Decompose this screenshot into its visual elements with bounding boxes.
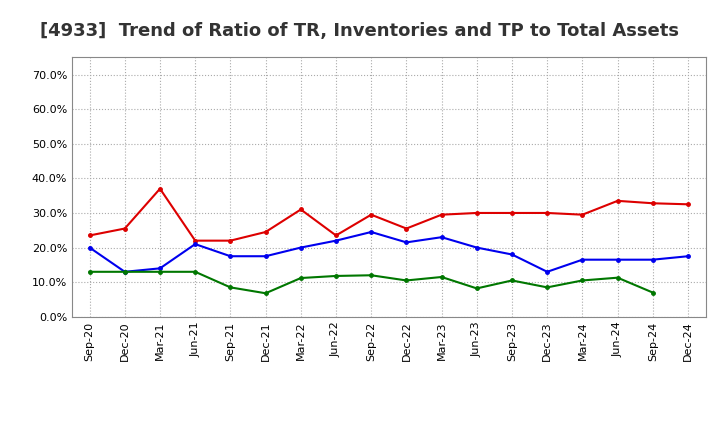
Inventories — [297, 245, 305, 250]
Trade Receivables — [578, 212, 587, 217]
Trade Receivables — [85, 233, 94, 238]
Trade Payables — [472, 286, 481, 291]
Inventories — [613, 257, 622, 262]
Inventories — [191, 242, 199, 247]
Trade Receivables — [402, 226, 410, 231]
Trade Payables — [578, 278, 587, 283]
Inventories — [437, 235, 446, 240]
Trade Payables — [402, 278, 410, 283]
Inventories — [85, 245, 94, 250]
Trade Payables — [437, 275, 446, 280]
Trade Receivables — [437, 212, 446, 217]
Trade Receivables — [191, 238, 199, 243]
Inventories — [508, 252, 516, 257]
Trade Receivables — [226, 238, 235, 243]
Trade Receivables — [332, 233, 341, 238]
Trade Payables — [332, 273, 341, 279]
Trade Receivables — [156, 186, 164, 191]
Inventories — [156, 266, 164, 271]
Trade Receivables — [508, 210, 516, 216]
Trade Payables — [543, 285, 552, 290]
Line: Trade Payables: Trade Payables — [88, 270, 654, 295]
Trade Payables — [261, 291, 270, 296]
Inventories — [472, 245, 481, 250]
Trade Receivables — [367, 212, 376, 217]
Trade Receivables — [472, 210, 481, 216]
Trade Payables — [613, 275, 622, 280]
Trade Receivables — [613, 198, 622, 203]
Trade Receivables — [649, 201, 657, 206]
Inventories — [578, 257, 587, 262]
Trade Receivables — [543, 210, 552, 216]
Trade Payables — [649, 290, 657, 295]
Trade Receivables — [297, 207, 305, 212]
Trade Receivables — [120, 226, 129, 231]
Trade Payables — [191, 269, 199, 275]
Inventories — [332, 238, 341, 243]
Trade Payables — [226, 285, 235, 290]
Line: Inventories: Inventories — [88, 230, 690, 274]
Trade Payables — [297, 275, 305, 281]
Inventories — [402, 240, 410, 245]
Inventories — [684, 253, 693, 259]
Inventories — [261, 253, 270, 259]
Trade Payables — [85, 269, 94, 275]
Inventories — [120, 269, 129, 275]
Inventories — [367, 229, 376, 235]
Inventories — [543, 269, 552, 275]
Trade Payables — [156, 269, 164, 275]
Line: Trade Receivables: Trade Receivables — [88, 187, 690, 242]
Trade Receivables — [684, 202, 693, 207]
Inventories — [226, 253, 235, 259]
Text: [4933]  Trend of Ratio of TR, Inventories and TP to Total Assets: [4933] Trend of Ratio of TR, Inventories… — [40, 22, 680, 40]
Trade Receivables — [261, 229, 270, 235]
Trade Payables — [120, 269, 129, 275]
Inventories — [649, 257, 657, 262]
Trade Payables — [367, 273, 376, 278]
Trade Payables — [508, 278, 516, 283]
